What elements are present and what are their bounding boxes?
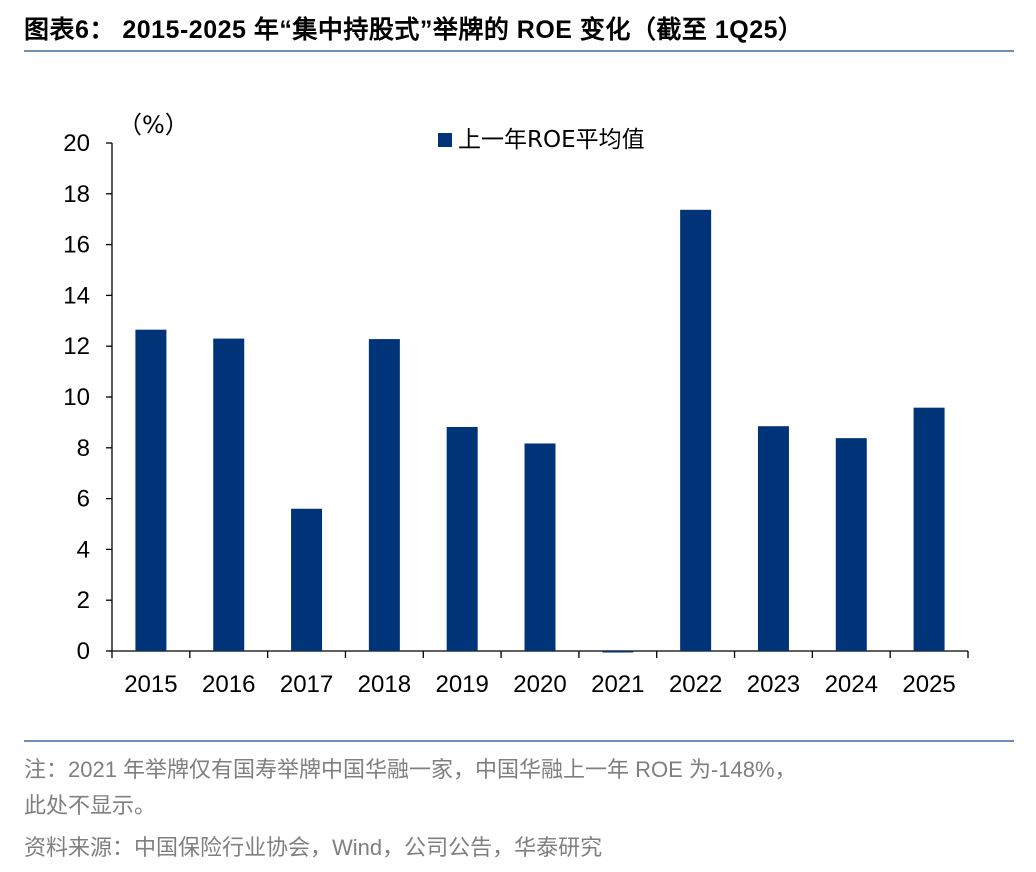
- legend-label: 上一年ROE平均值: [458, 127, 645, 153]
- y-tick-label: 6: [77, 486, 90, 513]
- x-tick-label: 2024: [825, 671, 878, 698]
- y-tick-label: 14: [63, 282, 90, 309]
- title-underline: [24, 50, 1014, 52]
- figure-title: 图表6： 2015-2025 年“集中持股式”举牌的 ROE 变化（截至 1Q2…: [24, 16, 804, 44]
- source-note: 资料来源：中国保险行业协会，Wind，公司公告，华泰研究: [24, 835, 603, 860]
- x-tick-label: 2025: [902, 671, 955, 698]
- footnote-line-2: 此处不显示。: [24, 793, 157, 818]
- x-tick-label: 2023: [747, 671, 800, 698]
- bar-2020: [524, 443, 556, 651]
- y-tick-label: 10: [63, 384, 90, 411]
- bar-2017: [291, 508, 323, 651]
- y-axis-label: （%）: [118, 111, 189, 139]
- x-tick-label: 2018: [358, 671, 411, 698]
- x-tick-label: 2019: [435, 671, 488, 698]
- y-tick-label: 4: [77, 536, 90, 563]
- bar-2015: [135, 329, 167, 651]
- x-tick-label: 2017: [280, 671, 333, 698]
- y-tick-label: 12: [63, 333, 90, 360]
- bar-2018: [368, 339, 400, 651]
- bar-2022: [680, 209, 712, 652]
- bar-chart: 0 2 4 6 8 10 12 14 16 18 20 （%） 2015 2016 2017 2018 2019…: [63, 111, 969, 698]
- bar-2019: [446, 426, 478, 651]
- legend-swatch: [438, 133, 452, 147]
- y-tick-label: 8: [77, 435, 90, 462]
- y-tick-label: 0: [77, 638, 90, 665]
- y-tick-label: 16: [63, 232, 90, 259]
- notes-divider: [24, 740, 1014, 742]
- x-tick-label: 2021: [591, 671, 644, 698]
- y-tick-label: 18: [63, 181, 90, 208]
- x-tick-label: 2020: [513, 671, 566, 698]
- x-tick-label: 2022: [669, 671, 722, 698]
- bar-2016: [213, 338, 245, 651]
- bar-2021: [602, 651, 634, 653]
- y-tick-label: 2: [77, 587, 90, 614]
- bar-2023: [757, 426, 789, 651]
- x-tick-label: 2016: [202, 671, 255, 698]
- bar-2024: [835, 438, 867, 651]
- bar-2025: [913, 407, 945, 651]
- footnote-line-1: 注：2021 年举牌仅有国寿举牌中国华融一家，中国华融上一年 ROE 为-148…: [24, 757, 797, 782]
- y-tick-label: 20: [63, 130, 90, 157]
- x-tick-label: 2015: [124, 671, 177, 698]
